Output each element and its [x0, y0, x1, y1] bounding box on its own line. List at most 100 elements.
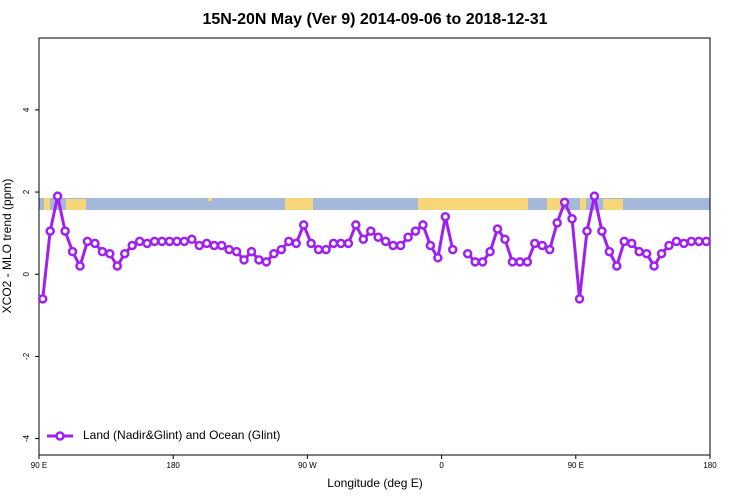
- data-point: [515, 257, 525, 267]
- data-point: [522, 257, 533, 267]
- data-point: [119, 248, 130, 259]
- data-point: [358, 234, 369, 245]
- data-point: [216, 240, 227, 251]
- data-point: [343, 238, 354, 249]
- y-tick-label: -2: [22, 352, 31, 360]
- plot-frame: [38, 37, 711, 456]
- data-point: [701, 236, 712, 247]
- data-point: [589, 191, 600, 201]
- data-point: [202, 238, 212, 249]
- data-point: [634, 246, 644, 257]
- data-point: [313, 244, 324, 255]
- data-point: [388, 240, 398, 251]
- data-point: [448, 244, 458, 255]
- x-tick-label: 180: [703, 461, 717, 470]
- data-point: [82, 236, 93, 247]
- data-point: [612, 261, 622, 271]
- data-point: [112, 261, 123, 271]
- data-point: [45, 226, 55, 236]
- data-point: [187, 234, 197, 245]
- data-point: [470, 257, 480, 267]
- x-tick-label: 90 W: [298, 461, 317, 470]
- x-tick-label: 90 E: [31, 461, 47, 470]
- data-point: [544, 244, 555, 255]
- data-point: [37, 294, 48, 304]
- data-point: [418, 220, 428, 230]
- x-tick-label: 180: [167, 461, 181, 470]
- data-point: [321, 244, 331, 255]
- legend-label: Land (Nadir&Glint) and Ocean (Glint): [83, 428, 280, 442]
- data-point: [328, 238, 339, 249]
- data-point: [67, 246, 78, 257]
- data-point: [694, 236, 704, 247]
- x-axis-label: Longitude (deg E): [327, 476, 422, 490]
- data-point: [127, 240, 137, 251]
- data-point: [582, 226, 592, 236]
- data-point: [157, 236, 167, 247]
- data-point: [679, 238, 689, 249]
- data-point: [194, 240, 205, 251]
- y-tick-label: -4: [22, 434, 31, 442]
- x-tick-label: 0: [439, 461, 444, 470]
- data-point: [52, 191, 63, 201]
- data-point: [552, 218, 562, 228]
- data-point: [209, 240, 219, 251]
- data-point: [462, 248, 473, 259]
- data-point: [60, 226, 70, 236]
- data-point: [410, 226, 421, 236]
- data-point: [380, 236, 391, 247]
- data-point: [336, 238, 346, 249]
- data-point: [75, 261, 85, 271]
- data-point: [246, 246, 257, 257]
- data-point: [477, 257, 488, 267]
- data-point: [179, 236, 190, 247]
- data-point: [254, 255, 264, 265]
- data-point: [686, 236, 697, 247]
- y-tick-label: 4: [22, 107, 31, 112]
- data-point: [298, 220, 309, 230]
- data-point: [149, 236, 160, 247]
- data-point: [276, 244, 287, 255]
- data-point: [90, 238, 100, 249]
- data-point: [619, 236, 630, 247]
- x-tick-label: 90 E: [568, 461, 584, 470]
- data-point: [425, 240, 436, 251]
- data-point: [172, 236, 182, 247]
- data-point: [239, 255, 249, 265]
- data-point: [395, 240, 406, 251]
- y-tick-label: 2: [22, 189, 31, 194]
- data-point: [142, 238, 152, 249]
- data-point: [530, 238, 540, 249]
- data-point: [134, 236, 145, 247]
- data-point: [164, 236, 175, 247]
- land-ocean-band: [39, 198, 710, 210]
- chart-title: 15N-20N May (Ver 9) 2014-09-06 to 2018-1…: [202, 11, 547, 28]
- data-point: [507, 257, 518, 267]
- data-point: [269, 248, 279, 259]
- data-point: [97, 246, 108, 257]
- y-axis-label: XCO2 - MLO trend (ppm): [0, 179, 14, 314]
- data-point: [403, 232, 413, 243]
- data-point: [440, 211, 451, 222]
- data-point: [105, 248, 115, 259]
- data-point: [671, 236, 682, 247]
- data-point: [567, 214, 577, 224]
- data-point: [291, 238, 301, 249]
- data-point: [649, 261, 659, 271]
- data-point: [284, 236, 294, 247]
- data-point: [664, 240, 674, 251]
- data-point: [500, 234, 510, 245]
- data-point: [351, 220, 361, 230]
- data-point: [306, 238, 316, 249]
- data-point: [433, 253, 443, 263]
- data-point: [366, 226, 376, 236]
- series-line: [41, 195, 707, 300]
- legend-marker: [55, 431, 65, 441]
- data-point: [485, 246, 495, 257]
- y-tick-label: 0: [22, 271, 31, 276]
- data-point: [492, 224, 503, 234]
- data-point: [224, 244, 234, 255]
- data-point: [261, 257, 272, 267]
- data-point: [559, 197, 570, 208]
